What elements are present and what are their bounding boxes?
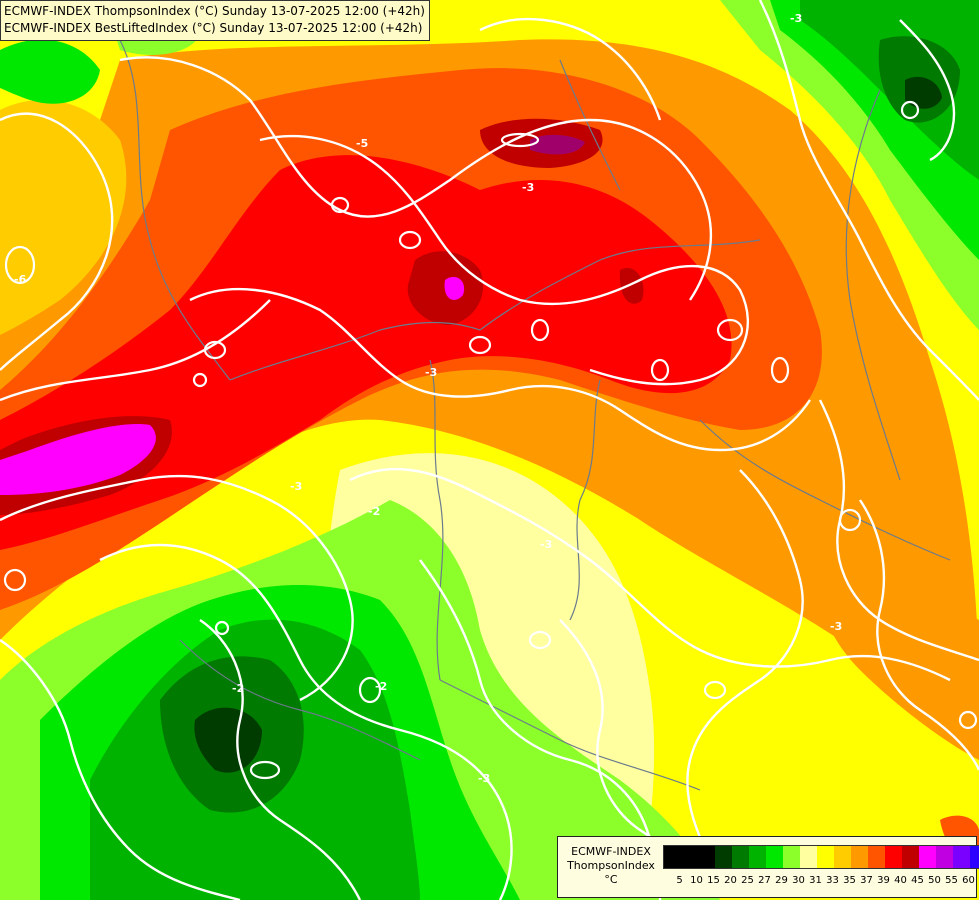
- legend-swatch: [800, 846, 817, 868]
- contour-label: -3: [478, 772, 490, 785]
- legend-swatch: [834, 846, 851, 868]
- contour-label: -3: [425, 366, 437, 379]
- legend-swatches: [663, 845, 979, 869]
- contour-label: -6: [14, 273, 27, 286]
- legend-swatch: [749, 846, 766, 868]
- green-region-nw: [0, 39, 100, 104]
- dark-red-region-east: [619, 268, 644, 304]
- header-line-thompson: ECMWF-INDEX ThompsonIndex (°C) Sunday 13…: [4, 4, 425, 18]
- legend-swatch: [698, 846, 715, 868]
- legend-tick-label: 30: [792, 875, 805, 886]
- red-region: [0, 155, 732, 550]
- legend-swatch: [936, 846, 953, 868]
- legend-tick-label: 50: [928, 875, 941, 886]
- legend-swatch: [851, 846, 868, 868]
- darkest-green-region-south: [194, 707, 262, 773]
- legend-swatch: [953, 846, 970, 868]
- legend-tick-label: 31: [809, 875, 822, 886]
- legend-tick-label: 55: [945, 875, 958, 886]
- orange-region-se: [820, 589, 979, 760]
- contour-label: -5: [356, 137, 368, 150]
- legend-tick-label: 10: [690, 875, 703, 886]
- legend-tick-label: 35: [843, 875, 856, 886]
- legend-tick-label: 15: [707, 875, 720, 886]
- contour-label: -2: [232, 682, 244, 695]
- legend-tick-label: 37: [860, 875, 873, 886]
- legend-swatch: [885, 846, 902, 868]
- legend-swatch: [783, 846, 800, 868]
- legend-tick-spacer: [663, 875, 671, 886]
- legend-ticks: 5 10 15 20 25 27 29 30 31 33 35 37 39 40 45 50 55 60: [663, 875, 977, 886]
- legend-swatch: [715, 846, 732, 868]
- legend-tick-label: 29: [775, 875, 788, 886]
- legend-tick-label: 60: [962, 875, 975, 886]
- header-line-liftedindex: ECMWF-INDEX BestLiftedIndex (°C) Sunday …: [4, 21, 423, 35]
- contour-label: -2: [368, 505, 380, 518]
- small-contour-loops: [3, 100, 978, 780]
- legend-tick-label: 39: [877, 875, 890, 886]
- magenta-region-center: [444, 276, 465, 300]
- legend-model: ECMWF-INDEX: [571, 845, 651, 858]
- legend-tick-label: 25: [741, 875, 754, 886]
- darkest-green-region-ne: [905, 76, 942, 109]
- legend-swatch: [868, 846, 885, 868]
- legend-swatch: [902, 846, 919, 868]
- legend-tick-label: 27: [758, 875, 771, 886]
- legend-swatch: [817, 846, 834, 868]
- contour-label: -3: [790, 12, 802, 25]
- magenta-region-west: [0, 424, 156, 495]
- legend-tick-label: 5: [676, 875, 683, 886]
- color-legend: ECMWF-INDEX ThompsonIndex °C 5 10 15 20 25 27…: [557, 836, 979, 898]
- legend-swatch: [766, 846, 783, 868]
- contour-label: -3: [290, 480, 302, 493]
- contour-label: -2: [375, 680, 387, 693]
- contour-label: -3: [830, 620, 842, 633]
- contour-label: -3: [540, 538, 552, 551]
- legend-field: ThompsonIndex: [567, 859, 655, 872]
- legend-tick-label: 20: [724, 875, 737, 886]
- legend-unit: °C: [604, 873, 618, 886]
- legend-title: ECMWF-INDEX ThompsonIndex °C: [563, 845, 659, 887]
- legend-swatch: [664, 846, 681, 868]
- map-header: ECMWF-INDEX ThompsonIndex (°C) Sunday 13…: [0, 0, 430, 41]
- purple-spot-north: [530, 134, 585, 155]
- legend-tick-label: 40: [894, 875, 907, 886]
- legend-tick-label: 33: [826, 875, 839, 886]
- legend-swatch: [919, 846, 936, 868]
- contour-label: -3: [522, 181, 534, 194]
- legend-tick-label: 45: [911, 875, 924, 886]
- legend-swatch: [681, 846, 698, 868]
- legend-swatch: [970, 846, 979, 868]
- legend-swatch: [732, 846, 749, 868]
- country-borders: [119, 39, 951, 791]
